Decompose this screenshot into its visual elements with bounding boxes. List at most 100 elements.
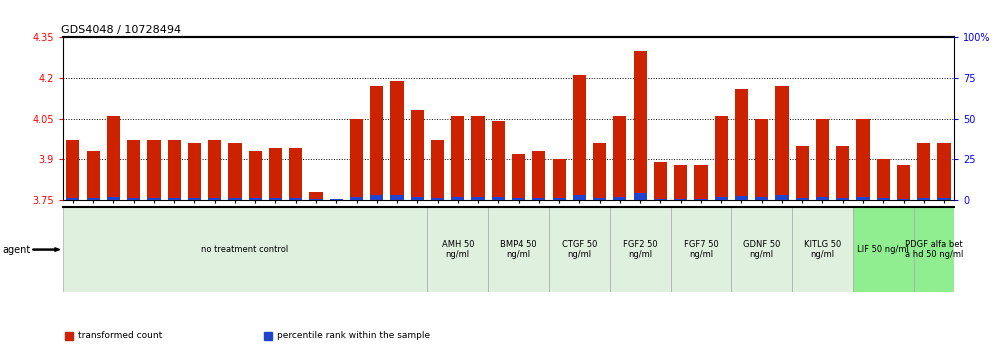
Bar [451, 116, 464, 200]
Bar [796, 146, 809, 200]
Bar [127, 198, 140, 200]
Bar [593, 198, 607, 200]
Bar [573, 195, 586, 200]
Text: KITLG 50
ng/ml: KITLG 50 ng/ml [804, 240, 841, 259]
Bar [876, 159, 889, 200]
Bar [714, 197, 728, 200]
Bar [431, 140, 444, 200]
Bar [876, 198, 889, 200]
Text: no treatment control: no treatment control [201, 245, 289, 254]
Text: FGF7 50
ng/ml: FGF7 50 ng/ml [683, 240, 718, 259]
Bar [371, 86, 383, 200]
Bar [653, 162, 667, 200]
Bar [633, 193, 646, 200]
Bar [913, 207, 954, 292]
Bar [796, 198, 809, 200]
Bar [593, 143, 607, 200]
Bar [897, 199, 910, 200]
Text: GDNF 50
ng/ml: GDNF 50 ng/ml [743, 240, 781, 259]
Bar [289, 198, 303, 200]
Bar [330, 199, 343, 200]
Bar [532, 198, 546, 200]
Text: AMH 50
ng/ml: AMH 50 ng/ml [441, 240, 474, 259]
Bar [694, 199, 707, 200]
Bar [451, 197, 464, 200]
Bar [269, 198, 282, 200]
Bar [188, 198, 201, 200]
Bar [492, 197, 505, 200]
Bar [937, 198, 950, 200]
Bar [512, 198, 525, 200]
Bar [837, 198, 850, 200]
Bar [816, 119, 829, 200]
Bar [167, 198, 180, 200]
Bar [488, 207, 549, 292]
Bar [853, 207, 913, 292]
Bar [775, 195, 789, 200]
Bar [694, 165, 707, 200]
Bar [614, 197, 626, 200]
Bar [269, 148, 282, 200]
Bar [431, 198, 444, 200]
Bar [937, 143, 950, 200]
Text: transformed count: transformed count [78, 331, 162, 341]
Bar [653, 199, 667, 200]
Bar [147, 198, 160, 200]
Bar [410, 197, 424, 200]
Bar [755, 119, 768, 200]
Bar [553, 198, 566, 200]
Bar [67, 198, 80, 200]
Bar [532, 151, 546, 200]
Bar [674, 199, 687, 200]
Bar [390, 195, 403, 200]
Bar [228, 198, 242, 200]
Bar [208, 198, 221, 200]
Bar [427, 207, 488, 292]
Text: PDGF alfa bet
a hd 50 ng/ml: PDGF alfa bet a hd 50 ng/ml [904, 240, 963, 259]
Bar [775, 86, 789, 200]
Bar [816, 197, 829, 200]
Bar [917, 198, 930, 200]
Bar [67, 140, 80, 200]
Text: BMP4 50
ng/ml: BMP4 50 ng/ml [500, 240, 537, 259]
Bar [107, 197, 120, 200]
Bar [371, 195, 383, 200]
Bar [610, 207, 670, 292]
Bar [390, 81, 403, 200]
Bar [837, 146, 850, 200]
Bar [674, 165, 687, 200]
Bar [549, 207, 610, 292]
Bar [289, 148, 303, 200]
Bar [410, 110, 424, 200]
Bar [350, 119, 364, 200]
Bar [633, 51, 646, 200]
Text: agent: agent [2, 245, 30, 255]
Bar [87, 198, 100, 200]
Bar [471, 197, 485, 200]
Bar [147, 140, 160, 200]
Bar [188, 143, 201, 200]
Bar [670, 207, 731, 292]
Bar [857, 119, 870, 200]
Bar [857, 197, 870, 200]
Bar [512, 154, 525, 200]
Text: CTGF 50
ng/ml: CTGF 50 ng/ml [562, 240, 597, 259]
Bar [735, 196, 748, 200]
Bar [792, 207, 853, 292]
Bar [228, 143, 242, 200]
Bar [471, 116, 485, 200]
Bar [167, 140, 180, 200]
Bar [755, 197, 768, 200]
Text: FGF2 50
ng/ml: FGF2 50 ng/ml [622, 240, 657, 259]
Bar [735, 89, 748, 200]
Bar [107, 116, 120, 200]
Bar [573, 75, 586, 200]
Bar [731, 207, 792, 292]
Bar [614, 116, 626, 200]
Bar [553, 159, 566, 200]
Bar [310, 199, 323, 200]
Bar [310, 192, 323, 200]
Bar [63, 207, 427, 292]
Bar [249, 151, 262, 200]
Bar [350, 197, 364, 200]
